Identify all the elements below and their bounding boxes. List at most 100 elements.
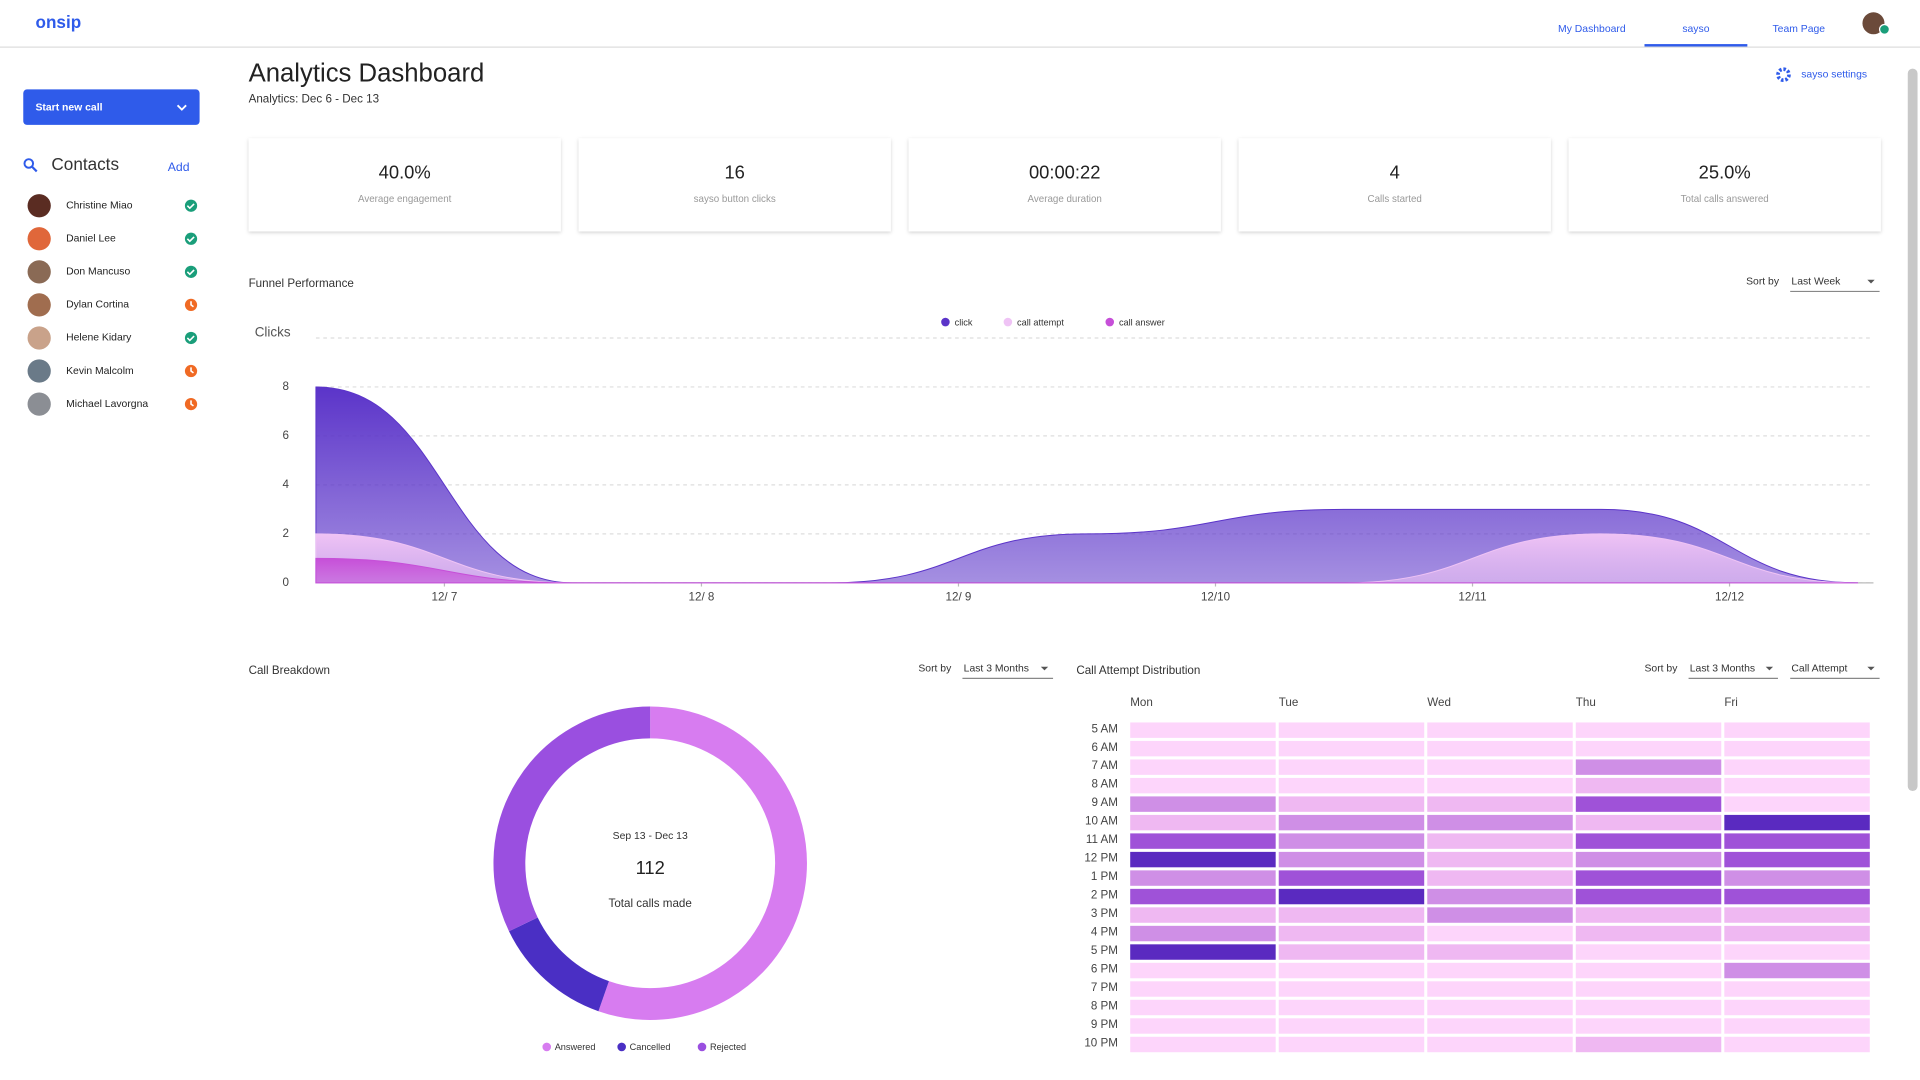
dropdown-caret[interactable] <box>1765 666 1774 671</box>
contact-avatar[interactable] <box>27 194 51 218</box>
legend-label[interactable]: click <box>955 318 973 328</box>
legend-swatch[interactable] <box>1105 317 1115 327</box>
heatmap-cell <box>1575 740 1722 757</box>
legend-swatch[interactable] <box>617 1042 626 1052</box>
contact-name[interactable]: Michael Lavorgna <box>66 399 148 410</box>
legend-swatch[interactable] <box>697 1042 707 1052</box>
contact-name[interactable]: Daniel Lee <box>66 234 116 245</box>
heatmap-cell <box>1278 796 1425 812</box>
area-series <box>315 386 1859 584</box>
contact-avatar[interactable] <box>27 359 51 383</box>
heatmap-cell <box>1724 870 1870 886</box>
row-label: 12 PM <box>1084 852 1118 865</box>
heatmap-cell <box>1724 944 1870 960</box>
page-subtitle: Analytics: Dec 6 - Dec 13 <box>249 92 380 105</box>
heatmap-cell <box>1575 925 1722 942</box>
user-avatar[interactable] <box>1862 12 1885 35</box>
heatmap-cell <box>1724 907 1870 923</box>
legend-label[interactable]: call answer <box>1119 318 1165 328</box>
contact-name[interactable]: Kevin Malcolm <box>66 366 134 377</box>
column-label: Wed <box>1427 696 1451 709</box>
legend-swatch[interactable] <box>1003 317 1013 327</box>
x-tick-label: 12/11 <box>1458 591 1486 604</box>
search-icon[interactable] <box>23 158 35 169</box>
heatmap-cell <box>1130 870 1276 886</box>
heatmap-cell <box>1278 814 1425 831</box>
donut-caption: Sep 13 - Dec 13 <box>613 831 688 842</box>
heatmap-cell <box>1130 925 1276 942</box>
nav-active-underline <box>1644 44 1748 47</box>
add-contact[interactable]: Add <box>168 160 190 174</box>
nav-link[interactable]: Team Page <box>1772 24 1825 35</box>
stat-value: 40.0% <box>379 162 431 183</box>
scrollbar <box>1907 68 1918 792</box>
y-axis-label: Clicks <box>255 325 291 340</box>
heatmap-cell <box>1724 740 1870 757</box>
gear-icon[interactable] <box>1776 67 1791 83</box>
row-label: 4 PM <box>1091 926 1118 939</box>
column-label: Thu <box>1576 696 1596 709</box>
heatmap-cell <box>1575 870 1722 886</box>
contact-avatar[interactable] <box>27 293 51 317</box>
legend-label[interactable]: Answered <box>555 1042 596 1052</box>
heatmap-cell <box>1278 981 1425 997</box>
stat-label: Total calls answered <box>1681 194 1769 205</box>
heatmap-cell <box>1427 999 1573 1016</box>
heatmap-cell <box>1575 851 1722 868</box>
legend-label[interactable]: Cancelled <box>630 1042 671 1052</box>
contact-name[interactable]: Don Mancuso <box>66 267 130 278</box>
heatmap-cell <box>1575 944 1722 960</box>
x-tick-label: 12/ 9 <box>946 591 972 604</box>
y-tick-label: 6 <box>283 429 289 442</box>
heatmap-cell <box>1130 981 1276 997</box>
heatmap-cell <box>1575 907 1722 923</box>
heatmap-cell <box>1724 925 1870 942</box>
search-icon[interactable] <box>31 165 38 173</box>
start-call-label[interactable]: Start new call <box>36 103 103 114</box>
heatmap-cell <box>1575 796 1722 812</box>
legend-swatch[interactable] <box>941 317 950 327</box>
dropdown-caret[interactable] <box>1867 666 1875 671</box>
sort-dropdown[interactable]: Last 3 Months <box>1690 663 1755 674</box>
heatmap-cell <box>1427 944 1573 960</box>
contact-name[interactable]: Dylan Cortina <box>66 300 129 311</box>
heatmap-cell <box>1575 759 1722 775</box>
contact-status-glyph <box>190 367 194 374</box>
chart-title: Call Breakdown <box>249 664 330 677</box>
contact-avatar[interactable] <box>27 326 51 350</box>
dropdown-caret[interactable] <box>1867 279 1875 284</box>
contact-name[interactable]: Helene Kidary <box>66 333 132 344</box>
heatmap-cell <box>1575 833 1722 849</box>
x-tick-label: 12/ 8 <box>689 591 715 604</box>
legend-swatch[interactable] <box>542 1042 552 1052</box>
row-label: 8 PM <box>1091 1000 1118 1013</box>
sort-dropdown[interactable]: Last Week <box>1791 276 1841 287</box>
contact-avatar[interactable] <box>27 260 51 284</box>
heatmap-cell <box>1130 814 1276 831</box>
heatmap-cell <box>1427 777 1573 794</box>
legend-label[interactable]: call attempt <box>1017 318 1064 328</box>
nav-link[interactable]: My Dashboard <box>1558 24 1626 35</box>
start-call-button[interactable] <box>23 89 200 125</box>
nav-link[interactable]: sayso <box>1682 24 1709 35</box>
chevron[interactable] <box>176 104 187 111</box>
logo[interactable]: onsip <box>36 12 82 32</box>
contact-avatar[interactable] <box>27 227 51 251</box>
heatmap-cell <box>1130 907 1276 923</box>
dropdown-caret[interactable] <box>1040 666 1049 671</box>
sort-dropdown[interactable]: Call Attempt <box>1791 663 1847 674</box>
row-label: 7 AM <box>1091 759 1118 772</box>
stat-value: 00:00:22 <box>1029 162 1100 183</box>
contact-avatar[interactable] <box>27 392 51 416</box>
heatmap-cell <box>1724 888 1870 905</box>
heatmap-cell <box>1724 814 1870 831</box>
heatmap-cell <box>1427 740 1573 757</box>
stat-card <box>1238 138 1551 232</box>
heatmap-cell <box>1427 833 1573 849</box>
sort-label: Sort by <box>1746 276 1780 287</box>
sort-dropdown[interactable]: Last 3 Months <box>964 663 1029 674</box>
heatmap-cell <box>1575 1018 1722 1034</box>
contact-name[interactable]: Christine Miao <box>66 200 133 211</box>
settings-link[interactable]: sayso settings <box>1801 69 1867 80</box>
legend-label[interactable]: Rejected <box>710 1042 746 1052</box>
